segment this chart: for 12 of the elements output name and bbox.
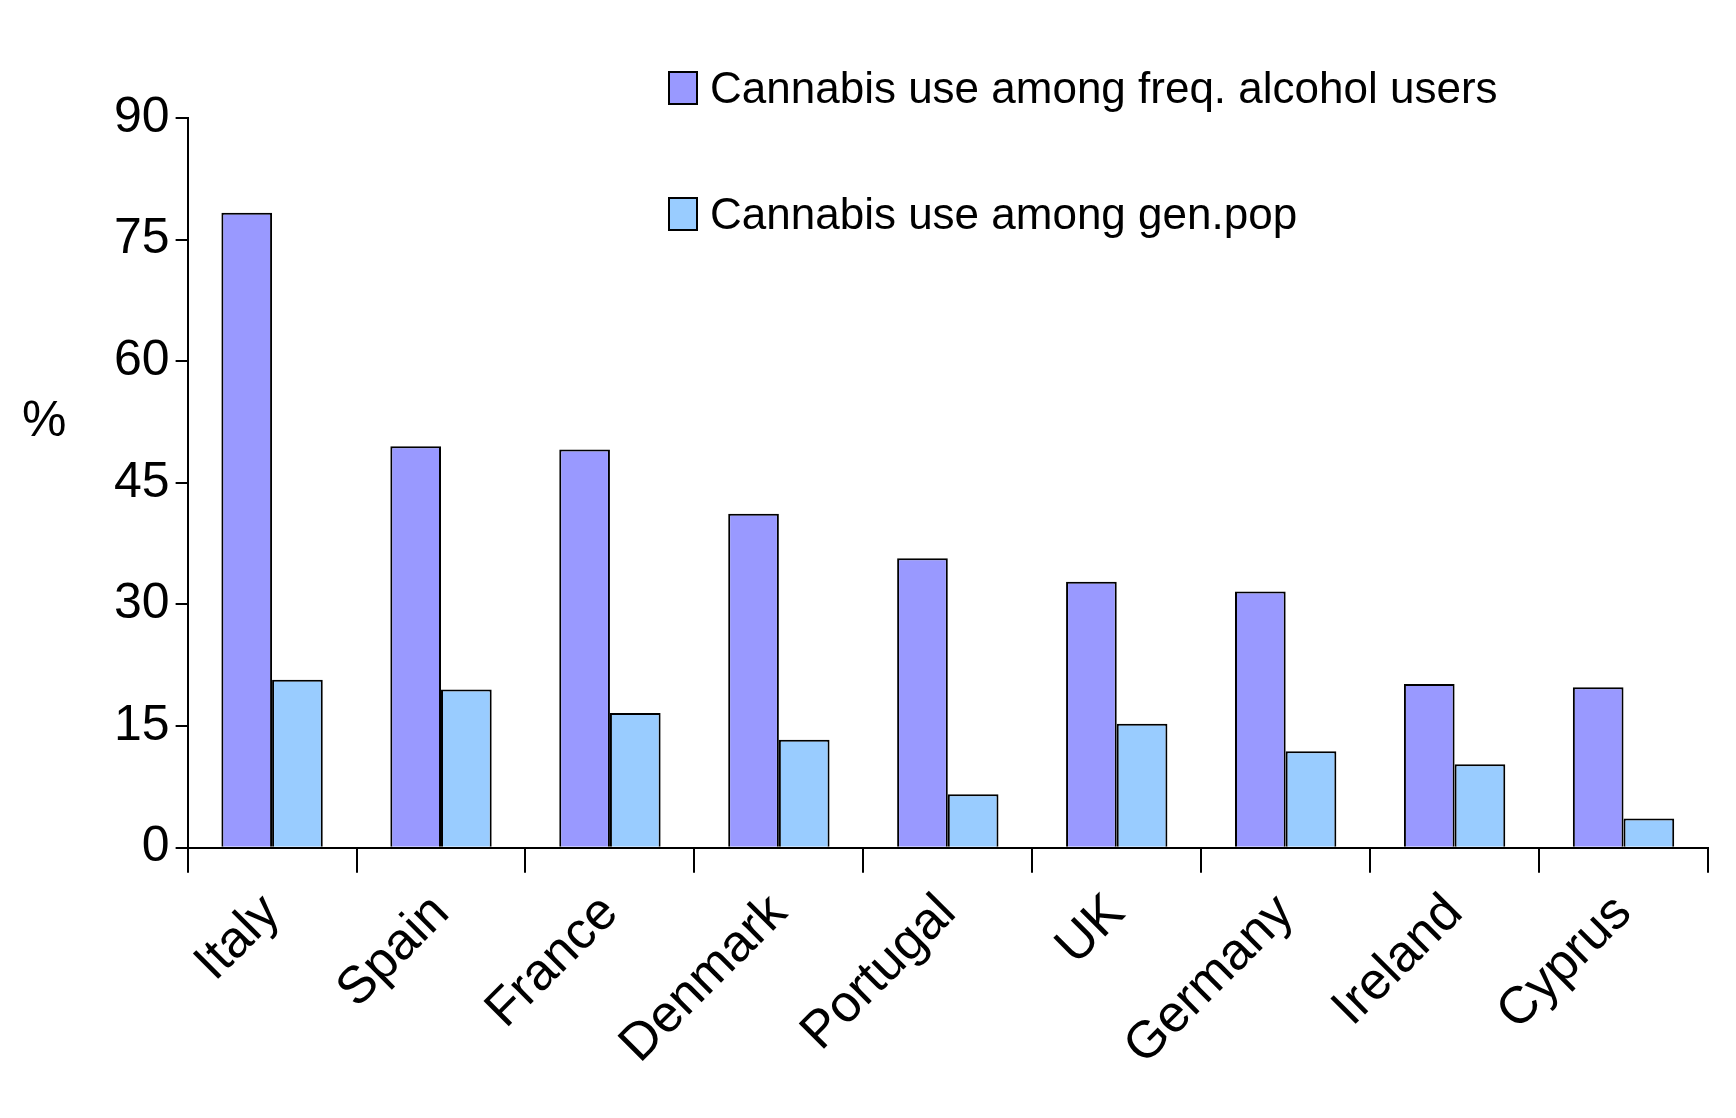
y-tick-label: 30 (113, 573, 170, 630)
y-tick-label: 75 (113, 208, 170, 265)
y-tick-label: 15 (113, 694, 170, 751)
y-axis-title: % (22, 390, 67, 448)
y-tick-label: 45 (113, 451, 170, 508)
legend-label: Cannabis use among gen.pop (710, 189, 1298, 239)
x-tick-label: Italy (181, 881, 290, 991)
x-tick-label: UK (1042, 881, 1135, 974)
legend-label: Cannabis use among freq. alcohol users (710, 63, 1498, 113)
y-tick-label: 0 (141, 816, 170, 873)
y-tick-label: 60 (113, 330, 170, 386)
y-tick-label: 90 (113, 86, 170, 143)
